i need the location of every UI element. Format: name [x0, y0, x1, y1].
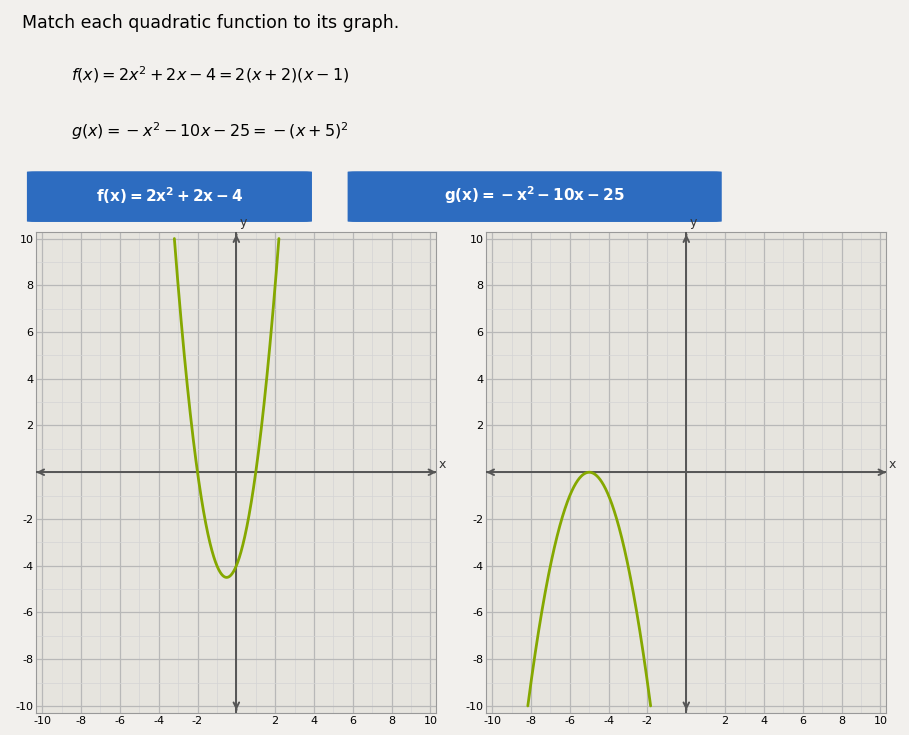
Text: $g(x) = -x^2 - 10x - 25 = -(x + 5)^2$: $g(x) = -x^2 - 10x - 25 = -(x + 5)^2$	[72, 121, 349, 143]
Text: x: x	[438, 458, 445, 470]
Text: x: x	[888, 458, 895, 470]
Text: $f(x) = 2x^2 + 2x - 4 = 2(x + 2)(x - 1)$: $f(x) = 2x^2 + 2x - 4 = 2(x + 2)(x - 1)$	[72, 64, 350, 85]
Text: y: y	[239, 216, 247, 229]
Text: $\mathbf{f(x) = 2x^2 + 2x - 4}$: $\mathbf{f(x) = 2x^2 + 2x - 4}$	[95, 185, 243, 206]
Text: y: y	[689, 216, 697, 229]
Text: Match each quadratic function to its graph.: Match each quadratic function to its gra…	[23, 14, 400, 32]
FancyBboxPatch shape	[27, 171, 312, 222]
FancyBboxPatch shape	[347, 171, 722, 222]
Text: $\mathbf{g(x) = -x^2 - 10x - 25}$: $\mathbf{g(x) = -x^2 - 10x - 25}$	[445, 184, 625, 207]
